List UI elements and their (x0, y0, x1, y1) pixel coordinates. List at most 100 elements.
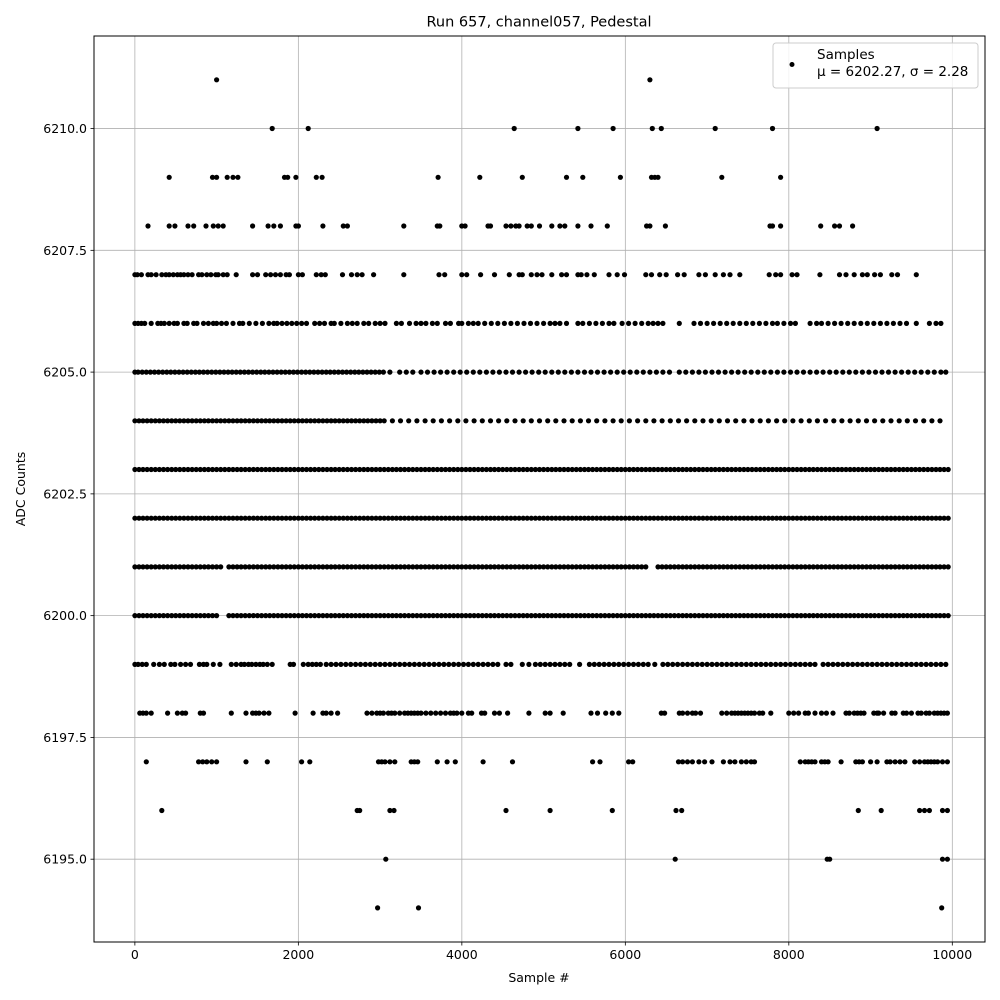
data-point (312, 564, 318, 570)
data-point (361, 613, 367, 619)
data-point (475, 320, 481, 326)
data-point (183, 710, 189, 716)
data-point (863, 418, 870, 424)
data-point (459, 564, 465, 570)
data-point (941, 564, 947, 570)
data-point (303, 320, 310, 326)
data-point (475, 515, 481, 521)
data-point (397, 369, 403, 375)
data-point (144, 466, 150, 473)
data-point (452, 759, 458, 765)
data-point (928, 661, 934, 668)
data-point (590, 759, 596, 765)
data-point (410, 564, 416, 570)
data-point (724, 661, 730, 668)
data-point (872, 418, 878, 424)
data-point (471, 515, 477, 521)
data-point (794, 369, 800, 375)
data-point (430, 418, 436, 424)
data-point (177, 466, 183, 473)
data-point (712, 125, 718, 132)
data-point (585, 466, 592, 473)
data-point (835, 613, 841, 619)
data-point (626, 661, 632, 668)
data-point (528, 564, 534, 570)
data-point (712, 613, 718, 619)
data-point (541, 320, 547, 326)
data-point (369, 418, 375, 424)
data-point (552, 661, 558, 668)
data-point (263, 466, 269, 473)
data-point (447, 564, 453, 570)
data-point (283, 466, 289, 473)
data-point (791, 710, 797, 716)
data-point (855, 564, 861, 570)
data-point (650, 320, 656, 326)
data-point (537, 661, 543, 668)
data-point (737, 320, 743, 326)
data-point (444, 369, 450, 375)
data-point (311, 369, 317, 375)
data-point (274, 369, 280, 375)
data-point (680, 759, 686, 765)
data-point (279, 515, 285, 521)
data-point (159, 807, 165, 814)
data-point (859, 466, 866, 473)
data-point (769, 564, 776, 570)
data-point (401, 272, 407, 278)
data-point (465, 320, 471, 326)
data-point (188, 369, 194, 375)
data-point (817, 272, 823, 278)
data-point (917, 807, 923, 814)
y-tick-label: 6200.0 (43, 608, 87, 623)
data-point (655, 320, 661, 326)
data-point (377, 466, 383, 473)
data-point (925, 515, 931, 521)
data-point (719, 661, 725, 668)
data-point (144, 515, 150, 521)
data-point (753, 515, 759, 521)
data-point (528, 272, 534, 278)
data-point (617, 174, 624, 180)
data-point (562, 369, 568, 375)
data-point (230, 564, 236, 570)
data-point (913, 320, 919, 326)
data-point (143, 661, 149, 668)
data-point (156, 369, 162, 375)
data-point (391, 807, 397, 814)
data-point (385, 466, 391, 473)
data-point (193, 564, 199, 570)
data-point (272, 272, 279, 278)
data-point (859, 759, 866, 765)
data-point (373, 466, 379, 473)
data-point (509, 759, 516, 765)
data-point (899, 369, 905, 375)
data-point (214, 320, 220, 326)
data-point (851, 613, 857, 619)
data-point (287, 418, 293, 424)
data-point (675, 515, 682, 521)
data-point (464, 369, 470, 375)
data-point (214, 466, 220, 473)
data-point (504, 564, 510, 570)
data-point (653, 369, 660, 375)
data-point (827, 466, 833, 473)
data-point (820, 661, 826, 668)
data-point (549, 223, 555, 229)
data-point (925, 466, 931, 473)
data-point (904, 613, 910, 619)
data-point (201, 418, 207, 424)
data-point (639, 613, 645, 619)
data-point (500, 515, 506, 521)
data-point (892, 515, 898, 521)
data-point (204, 759, 210, 765)
data-point (463, 466, 469, 473)
data-point (151, 369, 158, 375)
data-point (402, 661, 408, 668)
data-point (519, 174, 525, 180)
data-point (598, 466, 604, 473)
data-point (639, 466, 645, 473)
data-point (741, 564, 747, 570)
data-point (504, 418, 510, 424)
data-point (634, 369, 640, 375)
